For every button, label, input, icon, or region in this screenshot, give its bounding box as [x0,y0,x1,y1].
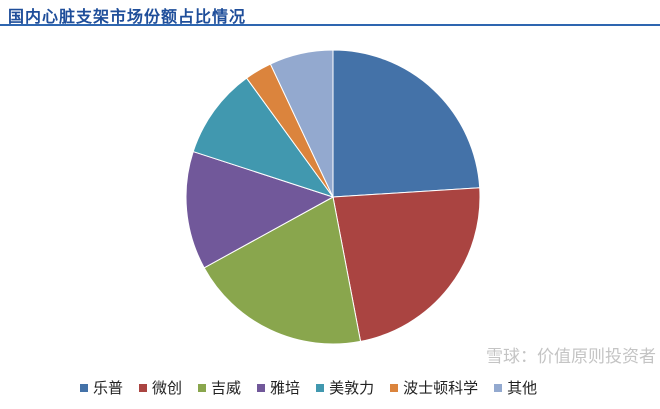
legend-label: 波士顿科学 [403,379,479,397]
legend-label: 雅培 [270,379,301,397]
legend-swatch [390,383,399,392]
title-underline [0,24,660,26]
legend-item: 雅培 [257,377,300,398]
legend-swatch [198,383,207,392]
pie-slice-1 [332,187,481,342]
pie-slice-4 [192,77,335,198]
pie-slice-2 [203,196,362,345]
legend-item: 其他 [494,377,537,398]
legend-label: 微创 [152,379,183,397]
pie-slice-3 [185,150,335,269]
legend-item: 乐普 [80,377,123,398]
legend-item: 吉威 [198,377,241,398]
legend: 乐普 微创 吉威 雅培 美敦力 波士顿科学 其他 [80,377,537,398]
legend-item: 微创 [139,377,182,398]
watermark: 雪球：价值原则投资者 [486,347,656,367]
legend-label: 吉威 [211,379,242,397]
legend-item: 波士顿科学 [390,377,478,398]
legend-label: 美敦力 [329,379,375,397]
legend-swatch [316,383,325,392]
legend-label: 乐普 [93,379,124,397]
legend-swatch [494,383,503,392]
legend-swatch [80,383,88,392]
pie-slice-0 [332,49,481,198]
legend-label: 其他 [507,379,538,397]
legend-swatch [139,383,148,392]
chart-title: 国内心脏支架市场份额占比情况 [8,7,247,26]
legend-swatch [257,383,266,392]
pie-slice-6 [269,49,334,198]
legend-item: 美敦力 [316,377,374,398]
